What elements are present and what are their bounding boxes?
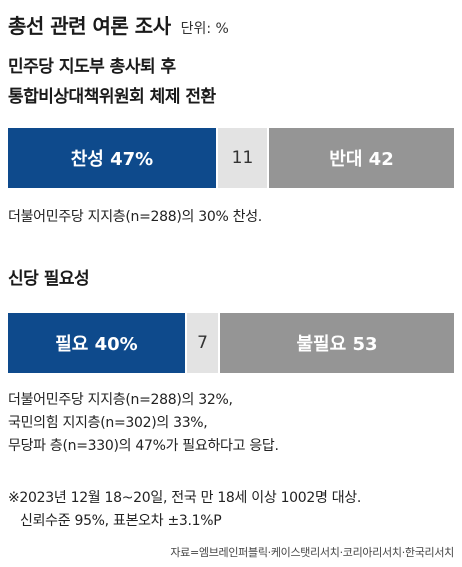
question-1-stacked-bar: 찬성 47% 11 반대 42 xyxy=(8,128,454,188)
bar-segment-label: 반대 42 xyxy=(329,149,394,170)
bar-segment-label: 11 xyxy=(231,148,254,168)
question-2-note: 더불어민주당 지지층(n=288)의 32%, 국민의힘 지지층(n=302)의… xyxy=(8,389,279,458)
chart-title: 총선 관련 여론 조사 xyxy=(8,14,171,38)
question-1-title-line: 민주당 지도부 총사퇴 후 xyxy=(8,57,176,77)
survey-footnote-line: ※2023년 12월 18~20일, 전국 만 18세 이상 1002명 대상. xyxy=(8,490,362,506)
question-2-title-line: 신당 필요성 xyxy=(8,269,90,289)
question-2-note-line: 더불어민주당 지지층(n=288)의 32%, xyxy=(8,392,233,408)
question-2-note-line: 무당파 층(n=330)의 47%가 필요하다고 응답. xyxy=(8,438,279,454)
bar-segment-필요: 필요 40% xyxy=(8,313,185,373)
bar-segment-neutral: 7 xyxy=(187,313,218,373)
survey-footnote: ※2023년 12월 18~20일, 전국 만 18세 이상 1002명 대상.… xyxy=(8,487,361,533)
question-1-note: 더불어민주당 지지층(n=288)의 30% 찬성. xyxy=(8,206,262,229)
question-2-note-line: 국민의힘 지지층(n=302)의 33%, xyxy=(8,415,208,431)
bar-segment-반대: 반대 42 xyxy=(269,128,454,188)
question-2-stacked-bar: 필요 40% 7 불필요 53 xyxy=(8,313,454,373)
survey-footnote-line: 신뢰수준 95%, 표본오차 ±3.1%P xyxy=(20,513,222,529)
question-1-note-line: 더불어민주당 지지층(n=288)의 30% 찬성. xyxy=(8,209,262,225)
bar-segment-찬성: 찬성 47% xyxy=(8,128,216,188)
bar-segment-label: 찬성 47% xyxy=(70,149,154,170)
question-2-title: 신당 필요성 xyxy=(8,264,90,294)
bar-segment-label: 필요 40% xyxy=(55,334,138,355)
bar-segment-label: 불필요 53 xyxy=(296,334,378,355)
bar-segment-neutral: 11 xyxy=(218,128,267,188)
unit-label: 단위: % xyxy=(180,21,229,37)
question-1-title: 민주당 지도부 총사퇴 후 통합비상대책위원회 체제 전환 xyxy=(8,52,216,112)
bar-segment-label: 7 xyxy=(197,333,208,353)
question-1-title-line: 통합비상대책위원회 체제 전환 xyxy=(8,87,216,107)
bar-segment-불필요: 불필요 53 xyxy=(220,313,454,373)
source-credit: 자료=엠브레인퍼블릭·케이스탯리서치·코리아리서치·한국리서치 xyxy=(170,546,454,559)
chart-header: 총선 관련 여론 조사 단위: % xyxy=(8,10,229,39)
